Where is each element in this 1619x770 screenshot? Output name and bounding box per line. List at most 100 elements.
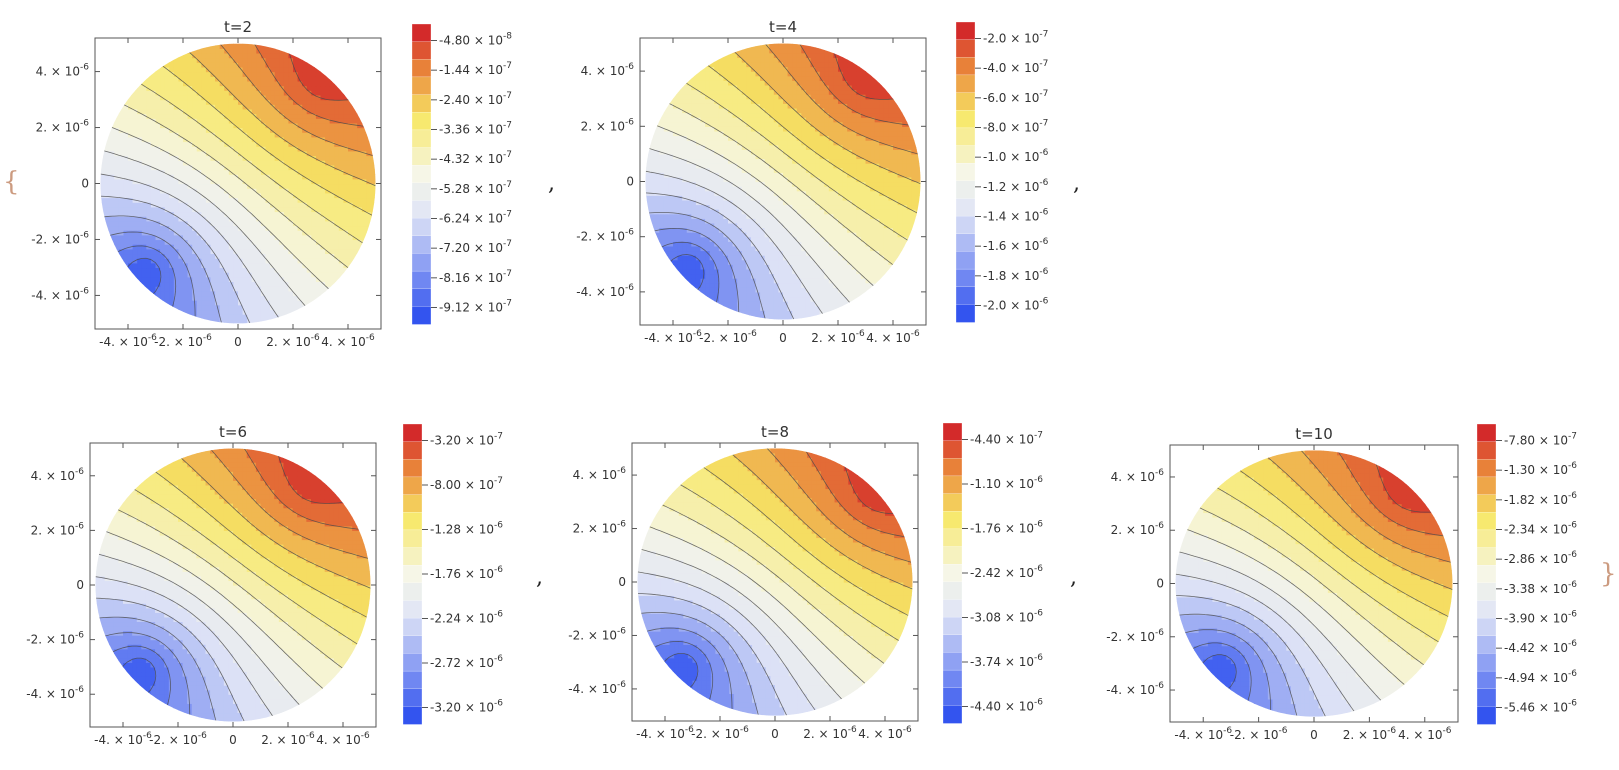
contour-cell: [325, 52, 331, 59]
contour-cell: [233, 122, 239, 129]
contour-cell: [274, 155, 280, 161]
contour-cell: [297, 76, 303, 82]
contour-cell: [192, 295, 198, 301]
contour-cell: [118, 202, 125, 208]
contour-cell: [673, 296, 679, 302]
contour-cell: [893, 232, 899, 238]
contour-cell: [311, 248, 317, 255]
contour-cell: [123, 118, 129, 124]
contour-cell: [329, 90, 335, 96]
contour-cell: [325, 80, 331, 87]
contour-cell: [288, 178, 294, 185]
contour-cell: [150, 230, 157, 236]
contour-cell: [343, 85, 349, 91]
contour-cell: [247, 192, 253, 199]
contour-cell: [160, 52, 166, 59]
contour-cell: [118, 211, 125, 217]
contour-cell: [283, 318, 290, 324]
contour-cell: [132, 71, 138, 77]
contour-cell: [819, 255, 825, 261]
contour-cell: [293, 52, 299, 59]
contour-cell: [283, 43, 290, 49]
contour-cell: [251, 244, 257, 250]
contour-cell: [315, 48, 322, 54]
contour-cell: [265, 304, 271, 311]
contour-cell: [123, 122, 129, 129]
contour-cell: [842, 301, 848, 307]
contour-cell: [311, 150, 317, 157]
contour-cell: [663, 301, 670, 307]
contour-cell: [201, 290, 207, 297]
contour-cell: [201, 160, 207, 166]
contour-cell: [673, 291, 679, 298]
contour-cell: [302, 211, 308, 217]
contour-cell: [109, 244, 115, 250]
contour-cell: [141, 62, 147, 68]
contour-cell: [137, 164, 143, 171]
contour-cell: [265, 155, 271, 161]
contour-cell: [778, 268, 784, 275]
contour-cell: [654, 241, 660, 247]
contour-cell: [366, 230, 372, 236]
contour-cell: [279, 104, 285, 110]
contour-cell: [238, 118, 244, 124]
contour-cell: [146, 174, 152, 180]
contour-cell: [132, 220, 138, 227]
contour-cell: [238, 141, 244, 147]
contour-cell: [915, 287, 921, 293]
contour-cell: [224, 220, 230, 227]
contour-cell: [773, 282, 780, 288]
contour-cell: [215, 141, 221, 147]
contour-cell: [260, 108, 267, 115]
contour-cell: [224, 192, 230, 199]
contour-cell: [132, 57, 138, 63]
contour-cell: [128, 290, 134, 297]
contour-cell: [105, 295, 111, 301]
contour-cell: [668, 278, 674, 284]
contour-cell: [242, 160, 248, 166]
contour-cell: [293, 118, 299, 124]
contour-cell: [251, 192, 257, 199]
contour-cell: [210, 48, 216, 54]
contour-cell: [366, 290, 372, 297]
contour-cell: [105, 178, 111, 185]
contour-cell: [325, 85, 331, 91]
contour-cell: [718, 301, 725, 307]
contour-cell: [155, 132, 161, 138]
contour-cell: [718, 305, 725, 311]
contour-cell: [338, 155, 345, 161]
contour-cell: [238, 314, 244, 320]
contour-cell: [315, 206, 322, 213]
contour-cell: [659, 222, 665, 229]
contour-cell: [819, 291, 825, 298]
contour-cell: [769, 314, 775, 320]
contour-cell: [183, 309, 189, 315]
contour-cell: [343, 253, 349, 259]
contour-cell: [879, 287, 885, 293]
contour-cell: [160, 286, 166, 292]
contour-cell: [654, 264, 660, 270]
contour-cell: [302, 272, 308, 278]
contour-cell: [100, 253, 106, 259]
contour-cell: [778, 301, 784, 307]
contour-cell: [334, 309, 340, 315]
contour-cell: [132, 174, 138, 180]
contour-cell: [663, 250, 670, 256]
contour-cell: [865, 236, 871, 242]
contour-cell: [842, 241, 848, 247]
contour-cell: [233, 286, 239, 292]
contour-cell: [146, 192, 152, 199]
contour-cell: [238, 113, 244, 119]
contour-cell: [293, 304, 299, 311]
contour-cell: [320, 192, 326, 199]
contour-cell: [123, 169, 129, 175]
contour-cell: [118, 62, 125, 68]
contour-cell: [114, 267, 120, 273]
contour-cell: [293, 174, 299, 180]
contour-cell: [183, 94, 189, 101]
contour-cell: [132, 248, 138, 255]
contour-cell: [210, 118, 216, 124]
contour-cell: [233, 304, 239, 311]
contour-cell: [361, 202, 367, 208]
contour-cell: [173, 94, 180, 101]
